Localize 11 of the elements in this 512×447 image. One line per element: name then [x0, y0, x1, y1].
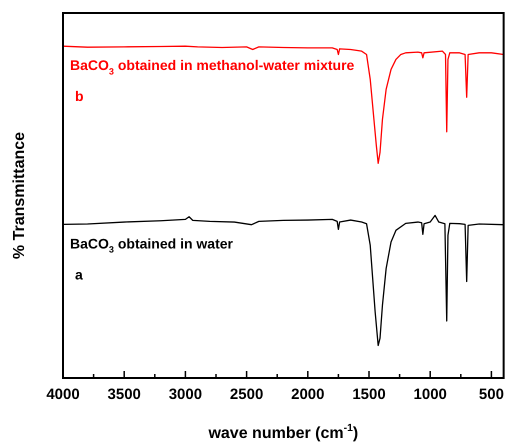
- y-axis-title: % Transmittance: [11, 132, 28, 260]
- x-tick-label: 500: [478, 386, 504, 404]
- x-tick-label: 4000: [46, 386, 80, 404]
- x-tick-label: 1000: [414, 386, 447, 404]
- x-tick-label: 2000: [291, 386, 324, 404]
- x-tick-label: 2500: [230, 386, 264, 404]
- x-tick-label: 3000: [168, 386, 202, 404]
- x-tick-label: 3500: [108, 386, 141, 404]
- x-tick-label: 1500: [352, 386, 386, 404]
- annotation: b: [75, 88, 84, 104]
- annotation: a: [75, 266, 83, 282]
